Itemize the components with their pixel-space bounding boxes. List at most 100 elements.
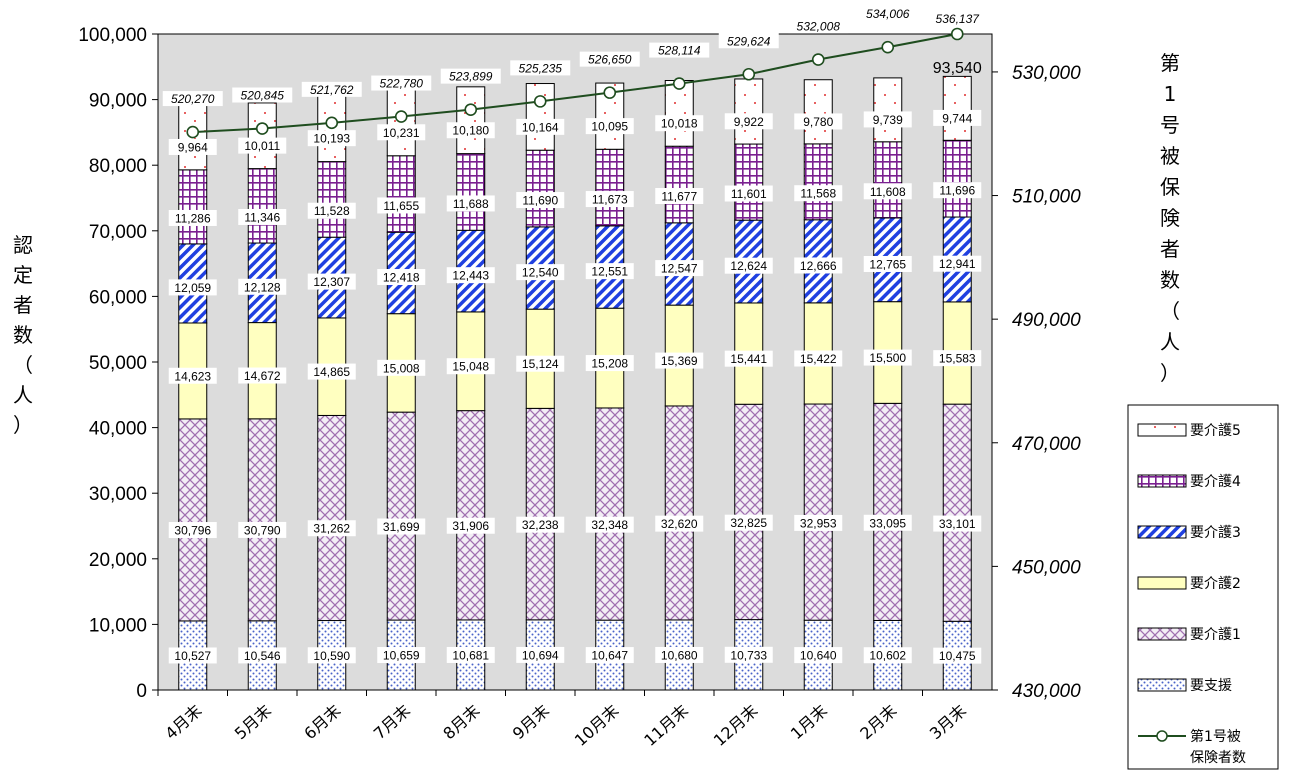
y-tick-label: 90,000 (89, 91, 147, 112)
y2-tick-label: 490,000 (1012, 310, 1081, 331)
svg-text:要介護3: 要介護3 (1190, 525, 1241, 541)
legend-item-s3: 要介護3 (1137, 525, 1241, 541)
bar-segment-要介護4-12月末 (734, 143, 764, 221)
segment-label: 10,231 (377, 124, 426, 141)
x-tick-label: 5月末 (231, 701, 275, 743)
svg-text:12,941: 12,941 (939, 257, 976, 271)
segment-label: 12,666 (794, 257, 843, 274)
svg-text:要支援: 要支援 (1190, 678, 1232, 694)
svg-text:528,114: 528,114 (658, 44, 701, 58)
svg-text:12,547: 12,547 (661, 262, 698, 276)
segment-label: 9,964 (168, 138, 217, 155)
x-tick-label: 11月末 (640, 701, 692, 750)
svg-text:31,262: 31,262 (313, 522, 350, 536)
svg-text:12,307: 12,307 (313, 275, 350, 289)
segment-label: 11,673 (585, 191, 634, 208)
segment-label: 14,623 (168, 367, 217, 384)
segment-label: 32,825 (724, 514, 773, 531)
segment-label: 10,602 (863, 647, 912, 664)
segment-label: 11,677 (655, 188, 704, 205)
bar-segment-要介護4-9月末 (525, 149, 555, 228)
x-tick-label: 10月末 (571, 701, 623, 750)
bar-segment-要介護1-7月末 (386, 411, 416, 621)
insured-point (186, 125, 200, 139)
svg-text:14,672: 14,672 (244, 369, 281, 383)
segment-label: 10,546 (238, 647, 287, 664)
x-tick-label: 4月末 (161, 701, 205, 743)
segment-label: 10,164 (516, 118, 565, 135)
svg-text:12,624: 12,624 (730, 259, 767, 273)
legend-item-s2: 要介護2 (1137, 576, 1241, 592)
y2-tick-label: 450,000 (1012, 557, 1081, 578)
x-tick-label: 3月末 (926, 701, 970, 743)
bar-segment-要介護4-6月末 (317, 161, 347, 238)
y-tick-label: 50,000 (89, 353, 147, 374)
y-tick-label: 80,000 (89, 156, 147, 177)
svg-text:10,018: 10,018 (661, 117, 698, 131)
segment-label: 33,101 (933, 515, 982, 532)
bar-segment-要介護4-4月末 (178, 169, 208, 245)
svg-text:10,011: 10,011 (244, 139, 280, 153)
segment-label: 10,475 (933, 647, 982, 664)
y-tick-label: 40,000 (89, 419, 147, 440)
bar-segment-要介護1-3月末 (942, 403, 972, 622)
segment-label: 11,608 (863, 183, 912, 200)
plot-area (157, 33, 993, 691)
svg-text:11,690: 11,690 (522, 194, 558, 208)
x-tick-label: 6月末 (300, 701, 344, 743)
insured-label: 523,899 (440, 68, 501, 84)
segment-label: 12,551 (585, 263, 634, 280)
bar-segment-要介護5-12月末 (734, 78, 764, 145)
svg-text:10,681: 10,681 (452, 648, 489, 662)
svg-text:10,694: 10,694 (522, 648, 559, 662)
svg-text:523,899: 523,899 (449, 70, 493, 84)
segment-label: 10,011 (238, 137, 287, 154)
svg-text:10,680: 10,680 (661, 648, 698, 662)
insured-label: 521,762 (301, 81, 362, 97)
svg-text:10,647: 10,647 (591, 649, 628, 663)
insured-line: 520,270 520,845 521,762 522,780 523,899 525,2… (162, 6, 988, 139)
insured-label: 520,845 (232, 87, 293, 103)
bar-segment-要介護1-5月末 (247, 418, 277, 622)
svg-text:10,180: 10,180 (452, 124, 489, 138)
x-tick-label: 1月末 (787, 701, 831, 743)
y2-axis-title: 第 1 号被保険者数（人） (1160, 51, 1180, 385)
insured-label: 536,137 (927, 11, 988, 26)
insured-label: 529,624 (718, 33, 779, 49)
segment-label: 12,547 (655, 260, 704, 277)
svg-text:保険者数: 保険者数 (1190, 750, 1246, 766)
y2-tick-label: 530,000 (1012, 63, 1081, 84)
segment-label: 32,620 (655, 515, 704, 532)
segment-label: 10,018 (655, 115, 704, 132)
svg-text:10,733: 10,733 (730, 648, 767, 662)
svg-text:10,164: 10,164 (522, 120, 559, 134)
svg-text:32,953: 32,953 (800, 516, 837, 530)
svg-text:要介護2: 要介護2 (1190, 576, 1241, 592)
svg-text:529,624: 529,624 (727, 34, 771, 48)
bar-segment-要介護1-11月末 (664, 405, 694, 621)
svg-text:15,008: 15,008 (383, 361, 420, 375)
svg-text:9,744: 9,744 (942, 111, 972, 125)
bar-segment-要介護5-3月末 (942, 75, 972, 141)
svg-text:32,825: 32,825 (730, 516, 767, 530)
legend-item-s5: 要介護5 (1137, 423, 1241, 439)
y2-tick-label: 470,000 (1012, 434, 1081, 455)
segment-label: 32,348 (585, 516, 634, 533)
svg-text:10,527: 10,527 (174, 649, 211, 663)
segment-label: 32,953 (794, 514, 843, 531)
legend-item-s4: 要介護4 (1137, 474, 1241, 490)
bar-segment-要介護4-1月末 (803, 143, 833, 221)
svg-text:9,739: 9,739 (873, 113, 903, 127)
segment-label: 32,238 (516, 516, 565, 533)
svg-text:520,845: 520,845 (241, 89, 285, 103)
segment-label: 11,346 (238, 208, 287, 225)
svg-text:第1号被: 第1号被 (1190, 728, 1241, 745)
svg-text:93,540: 93,540 (933, 60, 982, 77)
y2-tick-label: 430,000 (1012, 681, 1081, 702)
segment-label: 14,865 (307, 363, 356, 380)
segment-label: 31,699 (377, 518, 426, 535)
svg-text:10,193: 10,193 (313, 132, 350, 146)
svg-text:10,640: 10,640 (800, 649, 837, 663)
